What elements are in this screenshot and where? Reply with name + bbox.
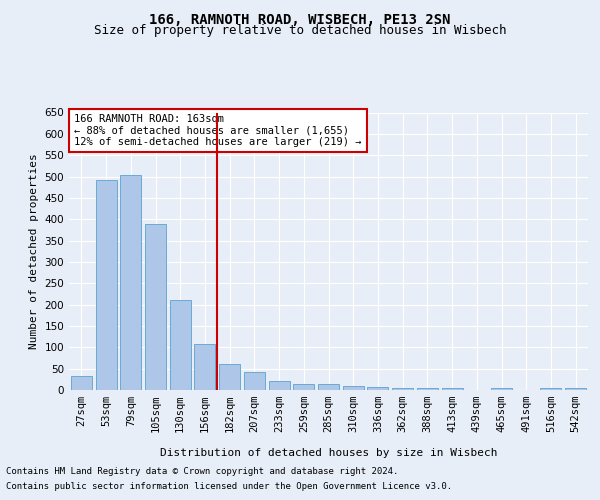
Bar [170, 300, 191, 390]
Bar [145, 224, 166, 390]
Bar [71, 376, 92, 390]
Bar [194, 344, 215, 390]
Bar [491, 388, 512, 390]
Text: 166, RAMNOTH ROAD, WISBECH, PE13 2SN: 166, RAMNOTH ROAD, WISBECH, PE13 2SN [149, 12, 451, 26]
Text: Distribution of detached houses by size in Wisbech: Distribution of detached houses by size … [160, 448, 497, 458]
Bar [120, 176, 141, 390]
Bar [541, 388, 562, 390]
Bar [219, 364, 240, 390]
Bar [343, 386, 364, 390]
Bar [244, 372, 265, 390]
Text: Contains HM Land Registry data © Crown copyright and database right 2024.: Contains HM Land Registry data © Crown c… [6, 467, 398, 476]
Bar [417, 388, 438, 390]
Text: 166 RAMNOTH ROAD: 163sqm
← 88% of detached houses are smaller (1,655)
12% of sem: 166 RAMNOTH ROAD: 163sqm ← 88% of detach… [74, 114, 362, 147]
Bar [565, 388, 586, 390]
Bar [293, 384, 314, 390]
Text: Contains public sector information licensed under the Open Government Licence v3: Contains public sector information licen… [6, 482, 452, 491]
Bar [367, 386, 388, 390]
Bar [318, 384, 339, 390]
Bar [392, 388, 413, 390]
Text: Size of property relative to detached houses in Wisbech: Size of property relative to detached ho… [94, 24, 506, 37]
Y-axis label: Number of detached properties: Number of detached properties [29, 154, 39, 349]
Bar [269, 380, 290, 390]
Bar [95, 180, 116, 390]
Bar [442, 388, 463, 390]
